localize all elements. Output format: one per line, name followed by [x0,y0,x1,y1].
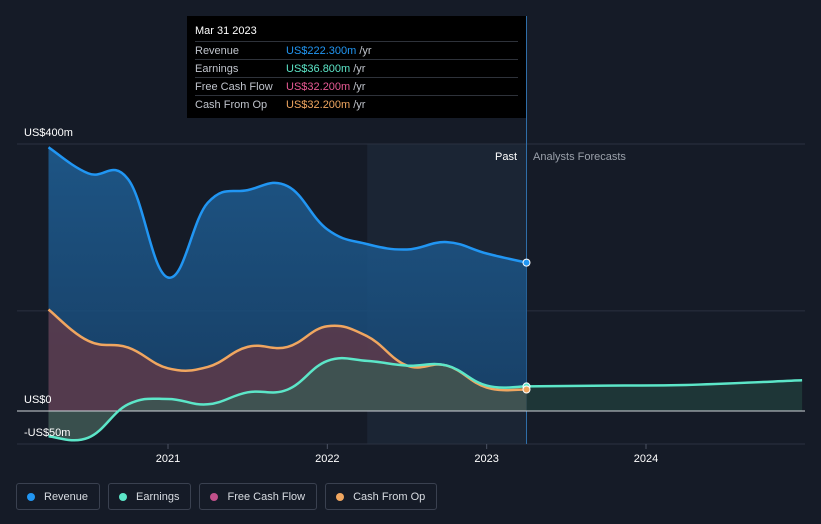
tooltip-label: Free Cash Flow [195,80,273,93]
past-label: Past [495,151,517,163]
tooltip-label: Cash From Op [195,98,268,111]
tooltip-unit: /yr [359,44,372,57]
legend-label: Revenue [44,490,89,503]
revenue-line [47,146,527,279]
tooltip-row-revenue: Revenue US$222.300m /yr [195,41,518,59]
legend-item-revenue[interactable]: Revenue [16,483,101,510]
earnings-forecast-line [526,379,803,388]
x-tick-label: 2022 [315,453,339,465]
cash-from-op-dot-icon [336,492,345,501]
forecast-label: Analysts Forecasts [533,151,626,163]
legend-label: Cash From Op [353,490,426,503]
x-tick-label: 2023 [474,453,498,465]
tooltip-unit: /yr [353,80,366,93]
y-tick-label-top: US$400m [24,127,73,139]
legend-label: Earnings [136,490,180,503]
tooltip-label: Revenue [195,44,240,57]
y-tick-label-zero: US$0 [24,394,52,406]
tooltip-label: Earnings [195,62,239,75]
earnings-dot-icon [119,492,128,501]
tooltip-unit: /yr [353,62,366,75]
x-tick-label: 2021 [156,453,180,465]
x-axis-ticks: 2021 2022 2023 2024 [156,444,658,465]
legend-item-cash-from-op[interactable]: Cash From Op [325,483,438,510]
tooltip-value: US$32.200m [286,80,351,93]
area-layer [17,147,805,441]
legend-label: Free Cash Flow [227,490,306,503]
tooltip-date: Mar 31 2023 [195,25,257,37]
tooltip-value: US$222.300m [286,44,357,57]
line-layer [47,146,803,442]
earnings-line [48,356,527,442]
earnings-forecast-area [526,380,803,411]
revenue-end-marker [522,258,531,267]
revenue-area [48,147,527,412]
tooltip: Mar 31 2023 Revenue US$222.300m /yr Earn… [187,16,526,118]
tooltip-value: US$36.800m [286,62,351,75]
x-tick-label: 2024 [634,453,658,465]
tooltip-row-free-cash-flow: Free Cash Flow US$32.200m /yr [195,77,518,95]
legend-item-free-cash-flow[interactable]: Free Cash Flow [199,483,318,510]
tooltip-unit: /yr [353,98,366,111]
earnings-area [48,358,527,441]
cash-from-op-end-marker [522,385,531,394]
tooltip-row-earnings: Earnings US$36.800m /yr [195,59,518,77]
y-tick-label-bottom: -US$50m [24,427,70,439]
legend-item-earnings[interactable]: Earnings [108,483,192,510]
revenue-dot-icon [27,492,35,501]
tooltip-value: US$32.200m [286,98,351,111]
legend: Revenue Earnings Free Cash Flow Cash Fro… [16,483,438,510]
marker-layer [522,258,531,394]
tooltip-row-cash-from-op: Cash From Op US$32.200m /yr [195,95,518,113]
free-cash-flow-dot-icon [210,492,219,501]
